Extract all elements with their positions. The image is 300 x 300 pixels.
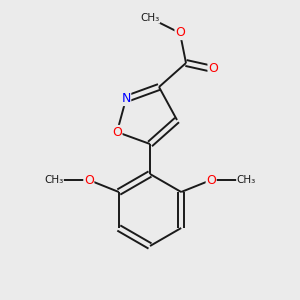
Text: N: N [121, 92, 131, 106]
Text: O: O [112, 125, 122, 139]
Text: O: O [206, 173, 216, 187]
Text: CH₃: CH₃ [140, 13, 160, 23]
Text: O: O [208, 62, 218, 76]
Text: O: O [175, 26, 185, 40]
Text: CH₃: CH₃ [237, 175, 256, 185]
Text: CH₃: CH₃ [44, 175, 63, 185]
Text: O: O [84, 173, 94, 187]
